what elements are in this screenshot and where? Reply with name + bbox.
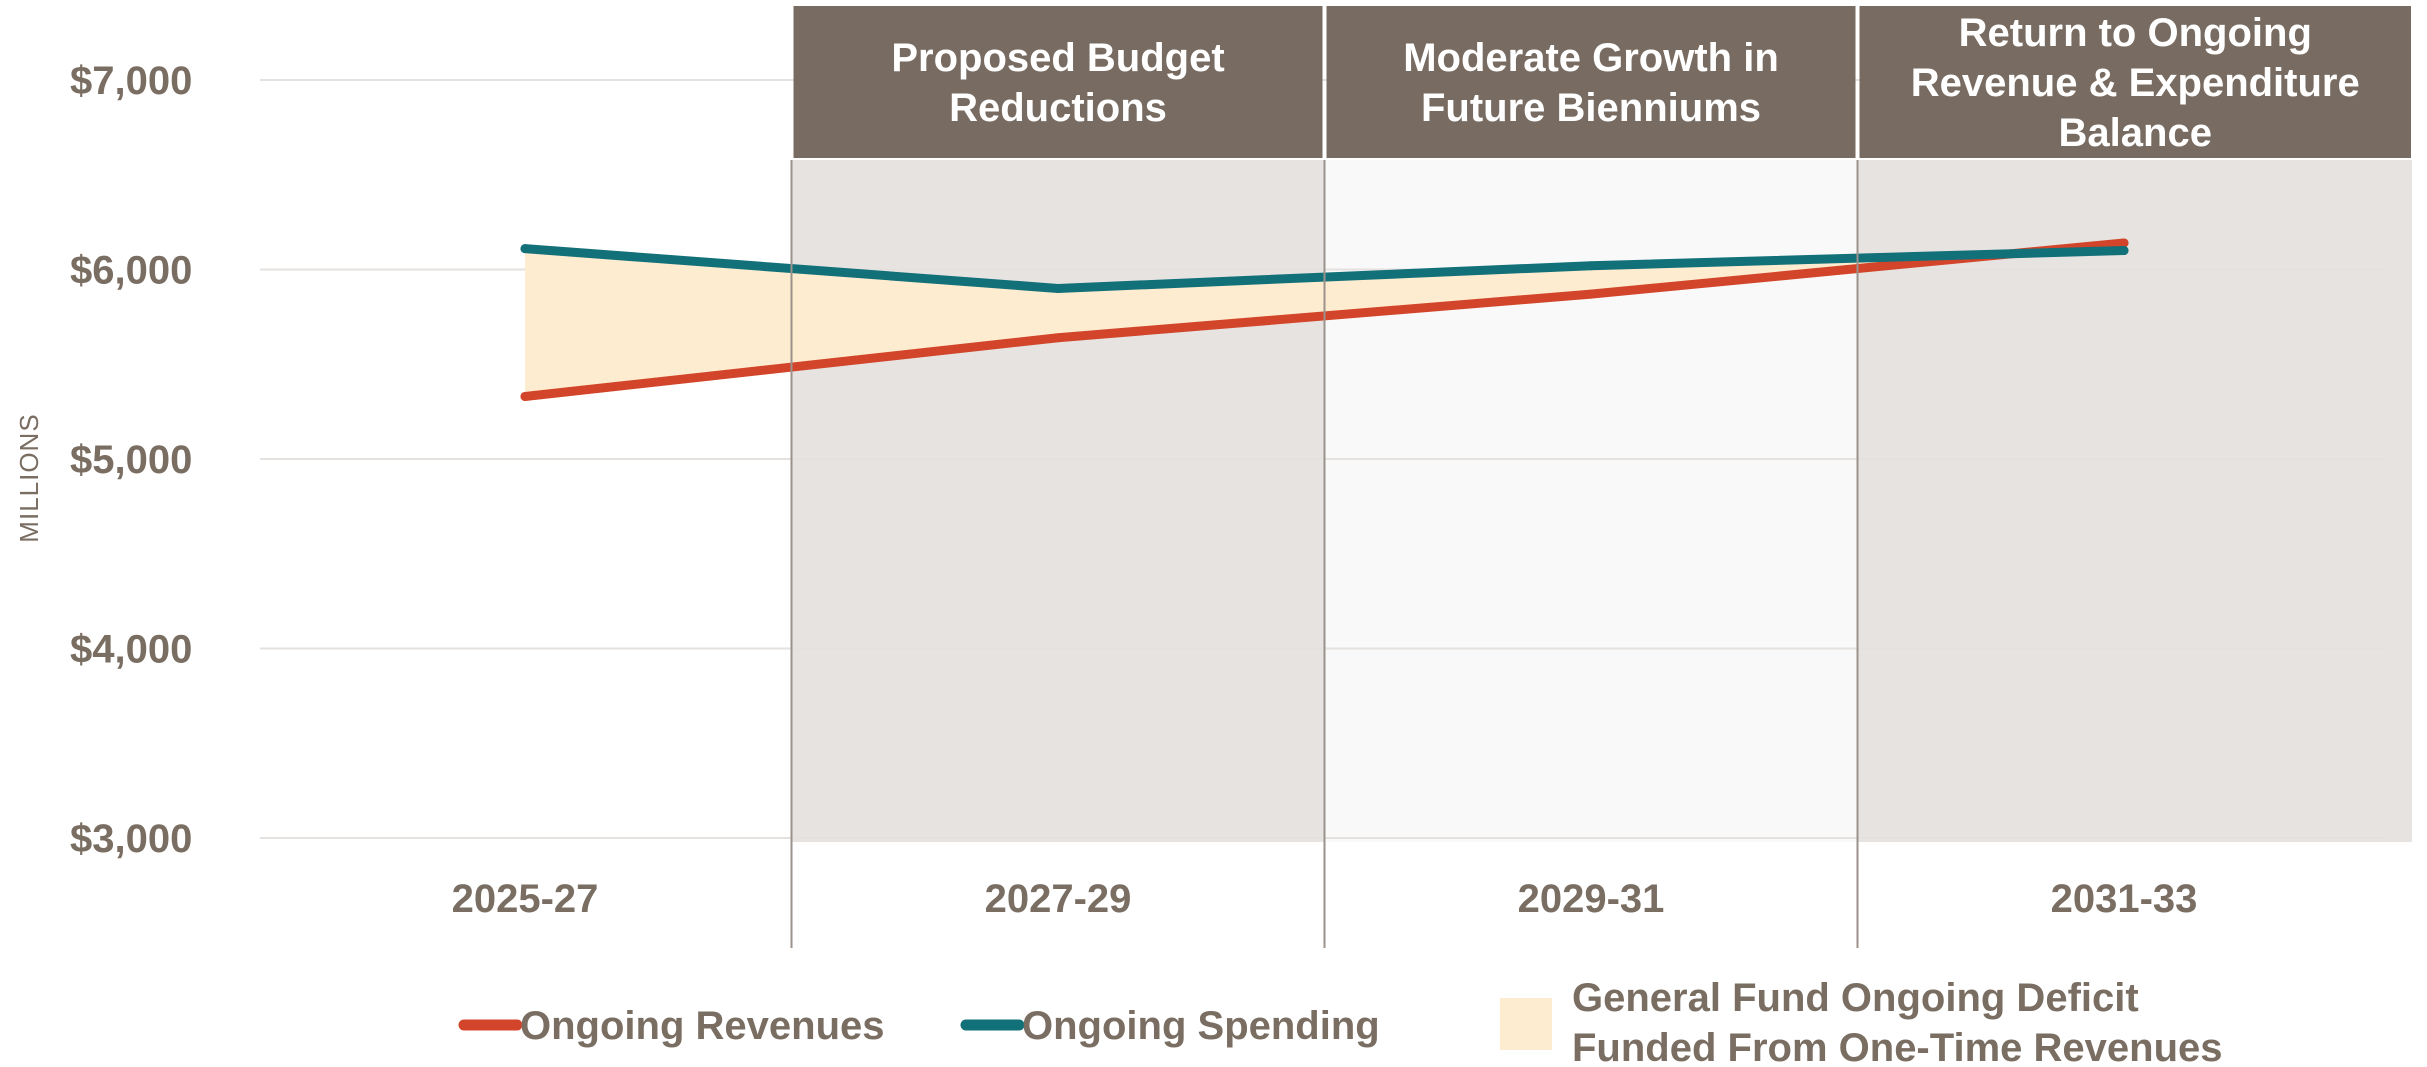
- y-tick-label: $3,000: [70, 817, 192, 861]
- y-tick-label: $4,000: [70, 628, 192, 672]
- x-tick-label: 2031-33: [2051, 877, 2198, 921]
- legend-swatch-deficit: [1500, 998, 1552, 1050]
- legend: Ongoing Revenues Ongoing Spending General …: [458, 976, 2223, 1067]
- legend-label-spending: Ongoing Spending: [1022, 1004, 1380, 1048]
- phase-header-label: Balance: [2059, 111, 2212, 155]
- spending-point-2027-29: [1053, 283, 1063, 293]
- y-axis-label: MILLIONS: [14, 413, 44, 542]
- phase-header-label: Future Bienniums: [1421, 86, 1761, 130]
- phase-header-label: Revenue & Expenditure: [1911, 61, 2360, 105]
- spending-point-2031-33: [2119, 246, 2129, 256]
- x-axis-ticks: 2025-27 2027-29 2029-31 2031-33: [452, 877, 2198, 921]
- phase-header-label: Return to Ongoing: [1959, 11, 2312, 55]
- phase-header-label: Proposed Budget: [891, 36, 1224, 80]
- revenues-point-2027-29: [1053, 333, 1063, 343]
- phase-header: [793, 6, 1323, 158]
- x-tick-label: 2029-31: [1518, 877, 1665, 921]
- spending-point-2025-27: [520, 244, 530, 254]
- y-tick-label: $5,000: [70, 438, 192, 482]
- y-axis-ticks: $7,000 $6,000 $5,000 $4,000 $3,000: [70, 59, 192, 861]
- phase-band: [1857, 160, 2412, 842]
- phase-dividers: [790, 160, 1859, 948]
- revenues-point-2031-33: [2119, 238, 2129, 248]
- phase-header-label: Reductions: [949, 86, 1167, 130]
- y-tick-label: $6,000: [70, 249, 192, 293]
- legend-label-revenues: Ongoing Revenues: [520, 1004, 885, 1048]
- revenues-point-2025-27: [520, 391, 530, 401]
- revenues-point-2029-31: [1586, 289, 1596, 299]
- y-tick-label: $7,000: [70, 59, 192, 103]
- legend-label-deficit: Funded From One-Time Revenues: [1572, 1026, 2223, 1067]
- phase-headers: Proposed Budget Reductions Moderate Growth…: [793, 6, 2411, 158]
- phase-header: [1326, 6, 1856, 158]
- phase-header: [1859, 6, 2411, 158]
- x-tick-label: 2025-27: [452, 877, 599, 921]
- legend-label-deficit: General Fund Ongoing Deficit: [1572, 976, 2139, 1020]
- phase-band: [791, 160, 1325, 842]
- phase-header-label: Moderate Growth in: [1403, 36, 1779, 80]
- x-tick-label: 2027-29: [985, 877, 1132, 921]
- spending-point-2029-31: [1586, 261, 1596, 271]
